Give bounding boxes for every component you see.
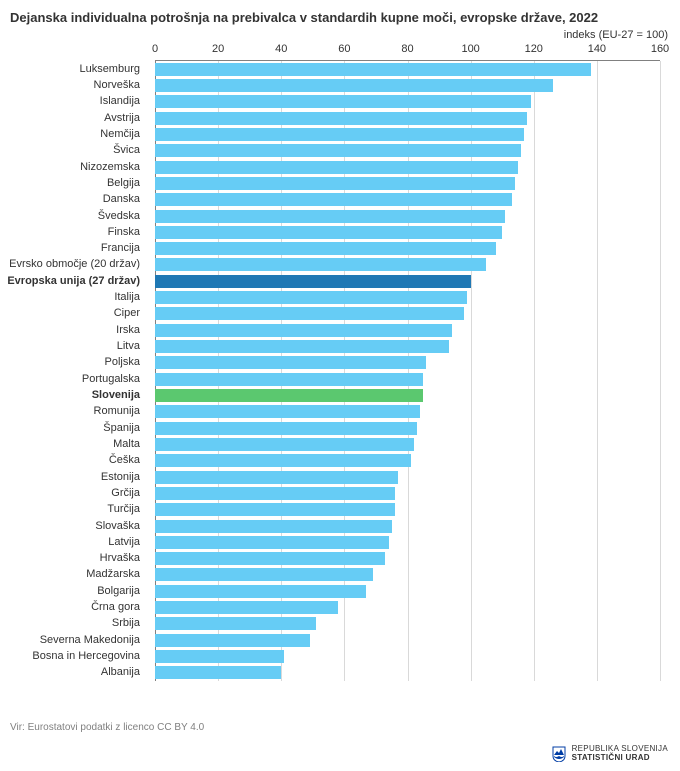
x-tick-label: 60 <box>338 43 350 55</box>
bar <box>155 242 496 255</box>
bar <box>155 193 512 206</box>
bar <box>155 405 420 418</box>
bar-label: Litva <box>0 340 140 353</box>
x-tick-label: 160 <box>651 43 669 55</box>
source-text: Vir: Eurostatovi podatki z licenco CC BY… <box>10 722 204 733</box>
bar-label: Finska <box>0 226 140 239</box>
bar-label: Evrsko območje (20 držav) <box>0 258 140 271</box>
bar <box>155 79 553 92</box>
bar <box>155 144 521 157</box>
bar <box>155 389 423 402</box>
bar <box>155 666 281 679</box>
bar <box>155 258 486 271</box>
bar <box>155 471 398 484</box>
bar-label: Norveška <box>0 79 140 92</box>
x-tick-label: 120 <box>525 43 543 55</box>
bar <box>155 356 426 369</box>
bar <box>155 275 471 288</box>
bar-label: Madžarska <box>0 568 140 581</box>
footer-line2: STATISTIČNI URAD <box>572 754 668 763</box>
bar <box>155 552 385 565</box>
x-axis: 020406080100120140160 <box>155 43 660 61</box>
bar-label: Ciper <box>0 307 140 320</box>
bar <box>155 307 464 320</box>
x-tick-label: 40 <box>275 43 287 55</box>
bar-label: Turčija <box>0 503 140 516</box>
bar <box>155 585 366 598</box>
bar-label: Španija <box>0 422 140 435</box>
bar-label: Bolgarija <box>0 585 140 598</box>
bar <box>155 128 524 141</box>
bar-label: Evropska unija (27 držav) <box>0 275 140 288</box>
bar <box>155 634 310 647</box>
bar-label: Švica <box>0 144 140 157</box>
x-tick-label: 20 <box>212 43 224 55</box>
bar-label: Grčija <box>0 487 140 500</box>
bar <box>155 617 316 630</box>
bar-label: Slovaška <box>0 520 140 533</box>
bar-label: Bosna in Hercegovina <box>0 650 140 663</box>
bar-label: Danska <box>0 193 140 206</box>
bar <box>155 63 591 76</box>
chart-title: Dejanska individualna potrošnja na prebi… <box>0 0 680 29</box>
coat-of-arms-icon <box>552 746 566 762</box>
bar <box>155 438 414 451</box>
bar-label: Irska <box>0 324 140 337</box>
bar-label: Hrvaška <box>0 552 140 565</box>
bar-label: Islandija <box>0 95 140 108</box>
bar-label: Češka <box>0 454 140 467</box>
bar <box>155 650 284 663</box>
bar-label: Nizozemska <box>0 161 140 174</box>
footer-text: REPUBLIKA SLOVENIJA STATISTIČNI URAD <box>572 745 668 763</box>
bar <box>155 536 389 549</box>
bar <box>155 112 527 125</box>
bar <box>155 454 411 467</box>
bar <box>155 601 338 614</box>
bar-label: Švedska <box>0 210 140 223</box>
bar-label: Albanija <box>0 666 140 679</box>
bar-label: Malta <box>0 438 140 451</box>
bar <box>155 177 515 190</box>
bar <box>155 291 467 304</box>
chart-area: 0 20 40 60 80 100 120 140 160 LuksemburgNorveška… <box>10 43 670 683</box>
bar <box>155 422 417 435</box>
bar-label: Poljska <box>0 356 140 369</box>
bar-label: Estonija <box>0 471 140 484</box>
bar <box>155 161 518 174</box>
bar-label: Severna Makedonija <box>0 634 140 647</box>
bar-label: Črna gora <box>0 601 140 614</box>
bar <box>155 520 392 533</box>
bar-label: Italija <box>0 291 140 304</box>
bar-label: Romunija <box>0 405 140 418</box>
bar <box>155 487 395 500</box>
chart-subtitle: indeks (EU-27 = 100) <box>0 29 680 41</box>
bar <box>155 568 373 581</box>
footer-logo: REPUBLIKA SLOVENIJA STATISTIČNI URAD <box>552 745 668 763</box>
bar-label: Latvija <box>0 536 140 549</box>
x-tick-label: 100 <box>461 43 479 55</box>
bar-label: Slovenija <box>0 389 140 402</box>
bar <box>155 226 502 239</box>
bar-label: Luksemburg <box>0 63 140 76</box>
bar-label: Srbija <box>0 617 140 630</box>
bar-label: Belgija <box>0 177 140 190</box>
x-tick-label: 140 <box>588 43 606 55</box>
bar <box>155 324 452 337</box>
bar-label: Francija <box>0 242 140 255</box>
x-tick-label: 0 <box>152 43 158 55</box>
plot-area: LuksemburgNorveškaIslandijaAvstrijaNemči… <box>155 61 660 681</box>
bar <box>155 95 531 108</box>
bar-label: Portugalska <box>0 373 140 386</box>
bar <box>155 503 395 516</box>
bar-label: Nemčija <box>0 128 140 141</box>
gridline <box>660 61 661 681</box>
bar <box>155 373 423 386</box>
bar <box>155 340 449 353</box>
bar <box>155 210 505 223</box>
bar-label: Avstrija <box>0 112 140 125</box>
x-tick-label: 80 <box>401 43 413 55</box>
